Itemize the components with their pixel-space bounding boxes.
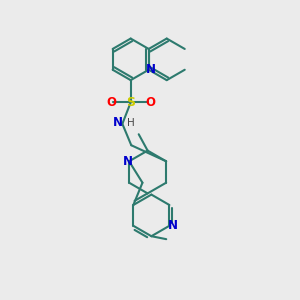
Text: N: N [146,63,155,76]
Text: S: S [126,96,135,109]
Text: H: H [127,118,135,128]
Text: N: N [113,116,123,129]
Text: O: O [106,96,116,109]
Text: O: O [145,96,155,109]
Text: N: N [168,219,178,232]
Text: N: N [123,155,133,168]
